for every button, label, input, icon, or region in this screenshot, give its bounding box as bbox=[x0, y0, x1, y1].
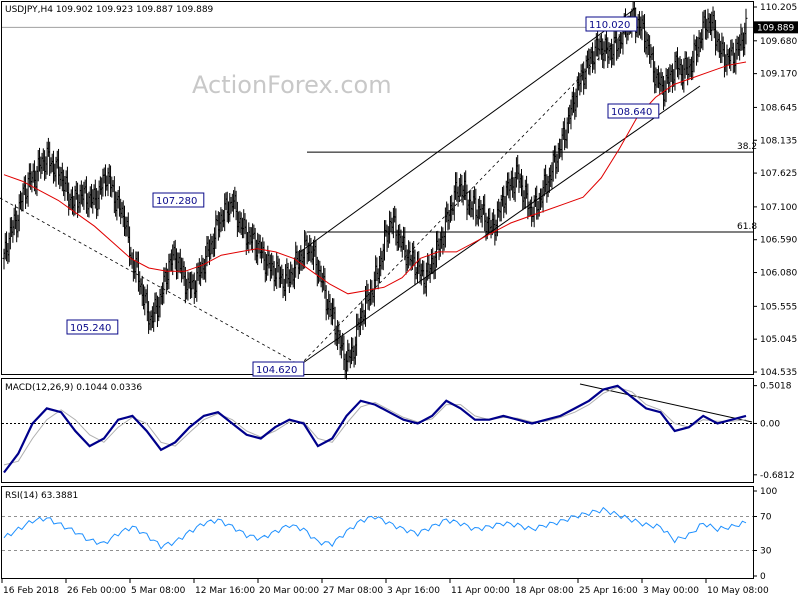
current-price-label: 109.889 bbox=[757, 23, 794, 33]
price-tick-label: 105.555 bbox=[760, 302, 797, 312]
time-axis: 16 Feb 2018 26 Feb 00:00 5 Mar 08:00 12 Mar… bbox=[1, 579, 769, 596]
price-callout-label: 107.280 bbox=[156, 196, 197, 207]
price-callout-box bbox=[252, 361, 305, 377]
watermark-text: ActionForex.com bbox=[192, 71, 392, 99]
price-callout-label: 110.020 bbox=[589, 20, 630, 31]
price-tick-label: 106.590 bbox=[760, 236, 797, 246]
macd-tick-label: -0.6812 bbox=[760, 471, 795, 481]
moving-average-line bbox=[3, 61, 747, 295]
trendline-ascending-dashed bbox=[299, 19, 637, 366]
price-callout-box bbox=[66, 319, 119, 335]
price-tick-label: 108.645 bbox=[760, 103, 797, 113]
price-callout-label: 104.620 bbox=[256, 365, 297, 376]
price-panel-frame bbox=[1, 1, 754, 375]
price-tick-label: 107.100 bbox=[760, 203, 797, 213]
fib-level-label: 61.8 bbox=[737, 222, 757, 232]
price-tick-label: 109.680 bbox=[760, 37, 797, 47]
rsi-tick-label: 0 bbox=[760, 572, 766, 582]
time-tick-label: 10 May 08:00 bbox=[707, 586, 769, 596]
price-tick-label: 108.135 bbox=[760, 136, 797, 146]
rsi-panel-title: RSI(14) 63.3881 bbox=[5, 491, 78, 501]
price-tick-label: 106.080 bbox=[760, 269, 797, 279]
time-tick-label: 18 Apr 08:00 bbox=[515, 586, 574, 596]
time-tick-label: 11 Apr 00:00 bbox=[451, 586, 510, 596]
price-tick-label: 104.535 bbox=[760, 368, 797, 378]
time-tick-label: 5 Mar 08:00 bbox=[131, 586, 186, 596]
price-callout-label: 108.640 bbox=[611, 107, 652, 118]
macd-axis: 0.5018 0.00 -0.6812 bbox=[753, 382, 795, 481]
price-callout-box bbox=[585, 16, 638, 32]
rsi-panel-frame bbox=[1, 486, 754, 579]
price-callouts: 107.280 105.240 104.620 110.020 108.640 bbox=[66, 16, 660, 377]
macd-series-group bbox=[2, 384, 753, 474]
macd-line bbox=[3, 384, 747, 474]
price-bars bbox=[2, 1, 748, 380]
macd-panel-title: MACD(12,26,9) 0.1044 0.0336 bbox=[5, 383, 142, 393]
rsi-axis: 100 70 30 0 bbox=[753, 487, 777, 582]
rsi-series-group bbox=[2, 506, 753, 551]
rsi-tick-label: 30 bbox=[760, 547, 772, 557]
time-tick-label: 3 May 00:00 bbox=[643, 586, 699, 596]
trendline-annotations bbox=[0, 7, 753, 423]
price-callout-label: 105.240 bbox=[70, 323, 111, 334]
price-tick-label: 110.205 bbox=[760, 3, 797, 13]
price-tick-label: 109.170 bbox=[760, 70, 797, 80]
price-callout-box bbox=[607, 103, 660, 119]
time-tick-label: 26 Feb 00:00 bbox=[67, 586, 126, 596]
price-tick-label: 105.045 bbox=[760, 335, 797, 345]
time-tick-label: 20 Mar 00:00 bbox=[259, 586, 319, 596]
price-panel-title: USDJPY,H4 109.902 109.923 109.887 109.88… bbox=[5, 5, 214, 15]
macd-panel-frame bbox=[1, 378, 754, 483]
macd-trendline bbox=[579, 383, 753, 423]
rsi-line bbox=[3, 506, 747, 550]
current-price-box bbox=[754, 21, 798, 34]
time-tick-label: 27 Mar 08:00 bbox=[323, 586, 383, 596]
rsi-tick-label: 100 bbox=[760, 487, 777, 497]
time-tick-label: 3 Apr 16:00 bbox=[387, 586, 440, 596]
price-axis: 110.205 109.680 109.170 108.645 108.135 107.6… bbox=[753, 3, 798, 378]
time-tick-label: 12 Mar 16:00 bbox=[195, 586, 255, 596]
macd-tick-label: 0.5018 bbox=[760, 382, 792, 392]
fib-level-label: 38.2 bbox=[737, 142, 757, 152]
channel-lower-line bbox=[299, 85, 701, 366]
time-tick-label: 16 Feb 2018 bbox=[3, 586, 59, 596]
price-callout-box bbox=[152, 192, 205, 208]
time-tick-label: 25 Apr 16:00 bbox=[579, 586, 638, 596]
rsi-tick-label: 70 bbox=[760, 513, 772, 523]
channel-upper-line bbox=[299, 7, 637, 253]
price-series-lines bbox=[3, 61, 747, 295]
price-tick-label: 107.625 bbox=[760, 169, 797, 179]
macd-tick-label: 0.00 bbox=[760, 419, 780, 429]
